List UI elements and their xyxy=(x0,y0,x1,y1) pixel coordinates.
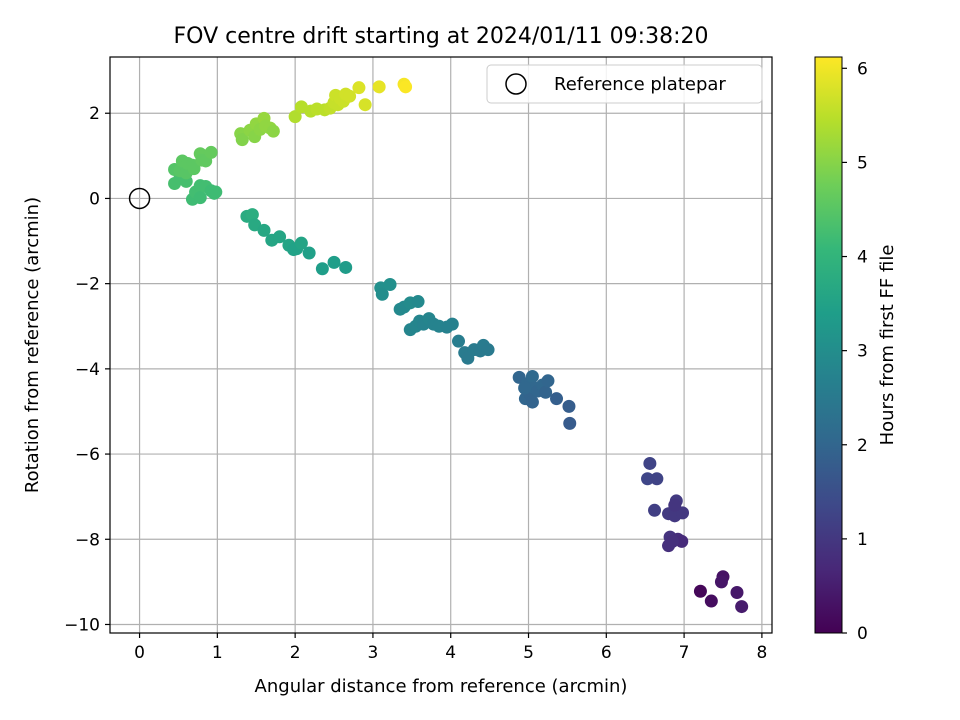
scatter-point xyxy=(693,584,707,598)
scatter-point xyxy=(204,145,218,159)
x-tick-label: 0 xyxy=(134,643,145,663)
colorbar-label: Hours from first FF file xyxy=(877,245,898,446)
scatter-point xyxy=(411,295,425,309)
scatter-point xyxy=(541,374,555,388)
colorbar-tick-label: 0 xyxy=(857,624,868,644)
scatter-point xyxy=(193,191,207,205)
scatter-point xyxy=(273,230,287,244)
scatter-point xyxy=(315,262,329,276)
scatter-point xyxy=(562,399,576,413)
x-tick-label: 4 xyxy=(445,643,456,663)
grid-lines xyxy=(110,57,772,633)
x-tick-label: 6 xyxy=(601,643,612,663)
colorbar-tick-label: 3 xyxy=(857,342,868,362)
x-axis-ticks: 0 1 2 3 4 5 6 7 8 xyxy=(134,633,767,663)
scatter-point xyxy=(372,80,386,94)
legend-marker-reference xyxy=(505,73,527,95)
scatter-point xyxy=(358,98,372,112)
scatter-point xyxy=(650,472,664,486)
scatter-point xyxy=(288,110,302,124)
colorbar-tick-label: 2 xyxy=(857,436,868,456)
scatter-point xyxy=(525,395,539,409)
x-tick-label: 3 xyxy=(368,643,379,663)
scatter-point xyxy=(235,133,249,147)
scatter-point xyxy=(245,208,259,222)
y-tick-label: −4 xyxy=(75,360,100,380)
scatter-point xyxy=(383,278,397,292)
scatter-point xyxy=(445,317,459,331)
scatter-point xyxy=(648,503,662,517)
scatter-point xyxy=(343,89,357,103)
scatter-point xyxy=(641,472,655,486)
scatter-point xyxy=(375,287,389,301)
y-axis-label: Rotation from reference (arcmin) xyxy=(22,197,43,493)
x-tick-label: 2 xyxy=(290,643,301,663)
colorbar-tick-label: 4 xyxy=(857,248,868,268)
colorbar-tick-label: 5 xyxy=(857,153,868,173)
legend-box xyxy=(486,64,763,104)
reference-marker xyxy=(128,187,151,210)
scatter-point xyxy=(518,381,532,395)
scatter-point xyxy=(399,80,413,94)
scatter-point xyxy=(452,334,466,348)
x-axis-label: Angular distance from reference (arcmin) xyxy=(255,676,628,697)
y-tick-label: 2 xyxy=(89,104,100,124)
y-tick-label: −2 xyxy=(75,275,100,295)
colorbar-ticks: 0 1 2 3 4 5 6 xyxy=(842,59,868,644)
scatter-point xyxy=(714,575,728,589)
y-axis-ticks: −10 −8 −6 −4 −2 0 2 xyxy=(64,104,110,635)
scatter-point xyxy=(339,260,353,274)
legend-label-reference: Reference platepar xyxy=(554,74,726,95)
colorbar-tick-label: 1 xyxy=(857,530,868,550)
x-tick-label: 1 xyxy=(212,643,223,663)
scatter-point xyxy=(327,255,341,269)
chart-title: FOV centre drift starting at 2024/01/11 … xyxy=(174,24,709,49)
scatter-point xyxy=(665,534,679,548)
scatter-point xyxy=(704,594,718,608)
scatter-point xyxy=(643,456,657,470)
scatter-point xyxy=(187,162,201,176)
plot-frame xyxy=(109,56,773,634)
scatter-point xyxy=(539,385,553,399)
scatter-point xyxy=(735,600,749,614)
y-tick-label: −10 xyxy=(64,615,100,635)
plot-frame-bg xyxy=(110,57,772,633)
scatter-point xyxy=(266,124,280,138)
scatter-point xyxy=(525,370,539,384)
colorbar xyxy=(814,56,843,634)
scatter-point xyxy=(550,392,564,406)
reference-point xyxy=(128,187,151,210)
x-tick-label: 7 xyxy=(679,643,690,663)
scatter-point xyxy=(675,534,689,548)
scatter-point xyxy=(209,185,223,199)
y-tick-label: −8 xyxy=(75,530,100,550)
legend: Reference platepar xyxy=(486,64,763,104)
colorbar-tick-label: 6 xyxy=(857,59,868,79)
scatter-point xyxy=(302,246,316,260)
y-tick-label: −6 xyxy=(75,445,100,465)
scatter-point xyxy=(294,236,308,250)
scatter-point xyxy=(563,416,577,430)
scatter-point xyxy=(481,343,495,357)
scatter-point xyxy=(730,586,744,600)
data-points xyxy=(168,77,749,614)
scatter-point xyxy=(248,218,262,232)
scatter-point xyxy=(668,498,682,512)
x-tick-label: 8 xyxy=(756,643,767,663)
scatter-point xyxy=(352,81,366,95)
x-tick-label: 5 xyxy=(523,643,534,663)
y-tick-label: 0 xyxy=(89,189,100,209)
scatter-point xyxy=(257,223,271,237)
